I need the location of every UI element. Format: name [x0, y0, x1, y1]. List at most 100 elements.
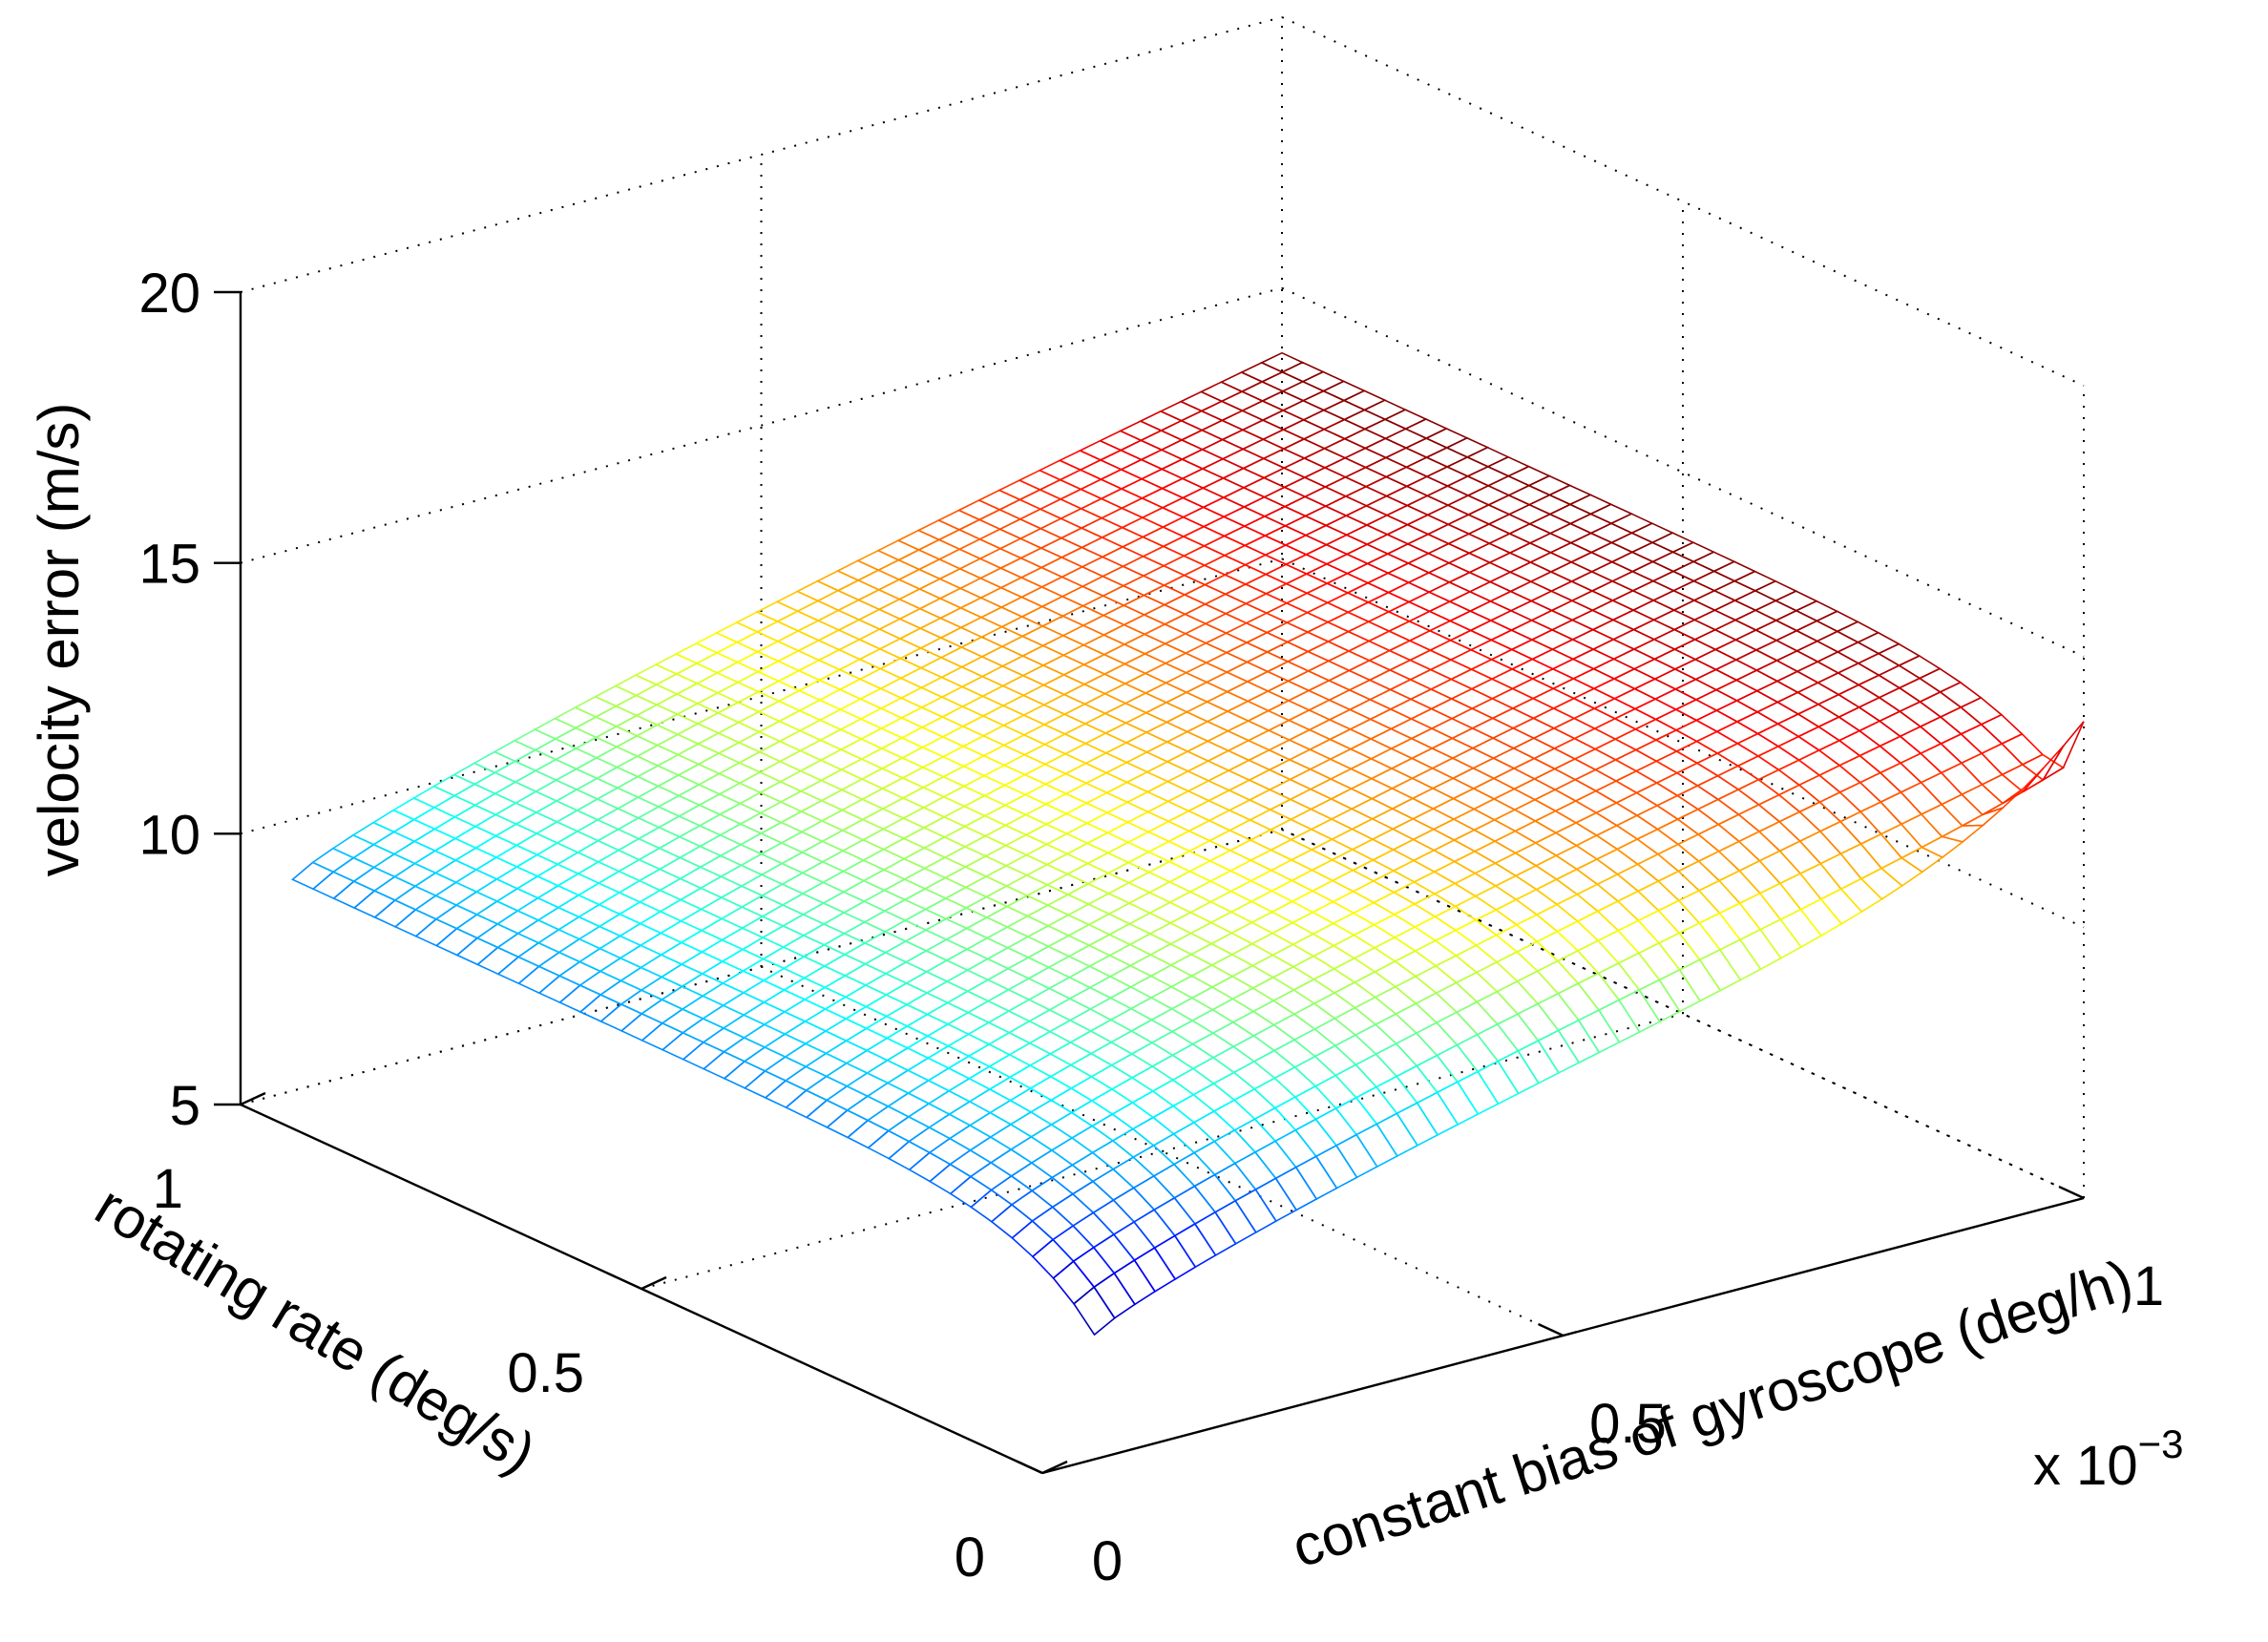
surface-mesh-cell — [921, 795, 967, 818]
surface-mesh-cell — [1451, 747, 1496, 769]
surface-mesh-cell — [1469, 639, 1514, 661]
surface-mesh-cell — [908, 1151, 952, 1183]
surface-mesh-cell — [617, 858, 662, 882]
surface-mesh-cell — [1040, 634, 1086, 657]
surface-mesh-cell — [1212, 1099, 1256, 1131]
surface-mesh-cell — [1570, 590, 1615, 612]
surface-mesh-cell — [351, 821, 396, 846]
surface-mesh-cell — [1249, 869, 1294, 893]
surface-mesh-cell — [1208, 890, 1253, 914]
surface-mesh-cell — [858, 667, 903, 690]
surface-mesh-cell — [674, 642, 719, 664]
surface-mesh-cell — [1129, 1019, 1174, 1044]
surface-mesh-cell — [906, 1079, 951, 1105]
surface-mesh-cell — [1049, 1063, 1094, 1089]
surface-mesh-cell — [802, 943, 847, 967]
surface-mesh-cell — [860, 788, 905, 810]
surface-mesh-cell — [1635, 828, 1680, 855]
surface-mesh-cell — [414, 917, 458, 947]
surface-mesh-cell — [1225, 661, 1270, 683]
surface-mesh-cell — [758, 760, 803, 783]
surface-mesh-cell — [1031, 1238, 1075, 1279]
surface-mesh-cell — [944, 886, 989, 909]
surface-mesh-cell — [980, 684, 1026, 707]
surface-mesh-cell — [1028, 1075, 1073, 1102]
surface-mesh-cell — [716, 721, 762, 744]
surface-mesh-cell — [1180, 468, 1226, 490]
surface-mesh-cell — [578, 947, 622, 973]
surface-mesh-cell — [681, 995, 725, 1020]
surface-mesh-cell — [1466, 504, 1511, 525]
surface-mesh-cell — [1062, 723, 1108, 745]
surface-mesh-cell — [1591, 658, 1637, 680]
surface-mesh-cell — [1511, 737, 1557, 760]
surface-mesh-cell — [1186, 760, 1231, 782]
surface-mesh-cell — [1492, 768, 1537, 790]
surface-mesh-cell — [1514, 864, 1559, 891]
surface-mesh-cell — [1630, 541, 1675, 563]
surface-mesh-cell — [1104, 781, 1150, 804]
surface-mesh-cell — [959, 616, 1004, 639]
surface-mesh-cell — [1515, 940, 1560, 973]
surface-mesh-cell — [1066, 923, 1112, 947]
surface-mesh-cell — [678, 866, 724, 890]
surface-mesh-cell — [762, 967, 807, 991]
surface-mesh-cell — [701, 1004, 746, 1029]
surface-mesh-cell — [1650, 551, 1696, 573]
surface-mesh-cell — [1007, 1020, 1052, 1044]
surface-mesh-cell — [902, 827, 947, 850]
surface-mesh-cell — [1288, 768, 1334, 790]
surface-mesh-cell — [1082, 673, 1127, 695]
surface-mesh-cell — [452, 762, 497, 786]
surface-mesh-cell — [1312, 944, 1356, 970]
surface-mesh-cell — [1018, 547, 1064, 569]
surface-mesh-cell — [1308, 719, 1353, 741]
surface-mesh-cell — [495, 887, 540, 912]
surface-mesh-cell — [822, 932, 867, 956]
surface-mesh-cell — [966, 1000, 1011, 1024]
surface-mesh-cell — [863, 931, 908, 954]
surface-mesh-cell — [1231, 1034, 1276, 1063]
surface-mesh-cell — [1060, 624, 1106, 646]
surface-mesh-cell — [1429, 678, 1474, 700]
surface-mesh-cell — [1091, 1139, 1135, 1170]
surface-mesh-cell — [1098, 430, 1144, 452]
surface-mesh-cell — [780, 852, 825, 874]
surface-mesh-cell — [976, 489, 1022, 511]
surface-mesh-cell — [1654, 728, 1699, 752]
surface-mesh-cell — [1713, 639, 1758, 661]
surface-mesh-cell — [1084, 791, 1129, 814]
surface-mesh-cell — [927, 1089, 972, 1116]
surface-mesh-cell — [1287, 728, 1333, 750]
surface-mesh-cell — [857, 628, 902, 650]
surface-mesh-cell — [695, 691, 741, 714]
surface-mesh-cell — [1170, 1042, 1215, 1070]
surface-mesh-cell — [823, 996, 869, 1021]
surface-mesh-cell — [1308, 758, 1354, 780]
surface-mesh-cell — [722, 1014, 766, 1039]
surface-mesh-cell — [1099, 468, 1144, 490]
surface-mesh-cell — [1187, 859, 1232, 882]
surface-mesh-cell — [1182, 545, 1227, 567]
surface-mesh-cell — [1230, 964, 1275, 989]
surface-mesh-cell — [1712, 600, 1758, 621]
surface-mesh-cell — [1837, 705, 1881, 732]
surface-mesh-cell — [985, 946, 1031, 970]
surface-mesh-cell — [495, 910, 540, 935]
surface-mesh-cell — [1859, 867, 1903, 900]
surface-mesh-cell — [452, 804, 497, 828]
surface-mesh-cell — [977, 509, 1022, 531]
surface-mesh-cell — [776, 630, 821, 652]
surface-mesh-cell — [698, 833, 743, 857]
surface-mesh-cell — [1575, 858, 1620, 886]
surface-mesh-cell — [1594, 802, 1639, 827]
surface-mesh-cell — [1043, 792, 1089, 815]
surface-mesh-cell — [1836, 621, 1880, 643]
surface-mesh-cell — [1509, 600, 1554, 621]
surface-mesh-cell — [1130, 1065, 1175, 1092]
surface-mesh-cell — [1261, 410, 1306, 431]
surface-mesh-cell — [1124, 731, 1169, 753]
surface-mesh-cell — [1030, 1176, 1075, 1209]
surface-mesh-cell — [876, 539, 921, 561]
surface-mesh-cell — [866, 1082, 911, 1107]
